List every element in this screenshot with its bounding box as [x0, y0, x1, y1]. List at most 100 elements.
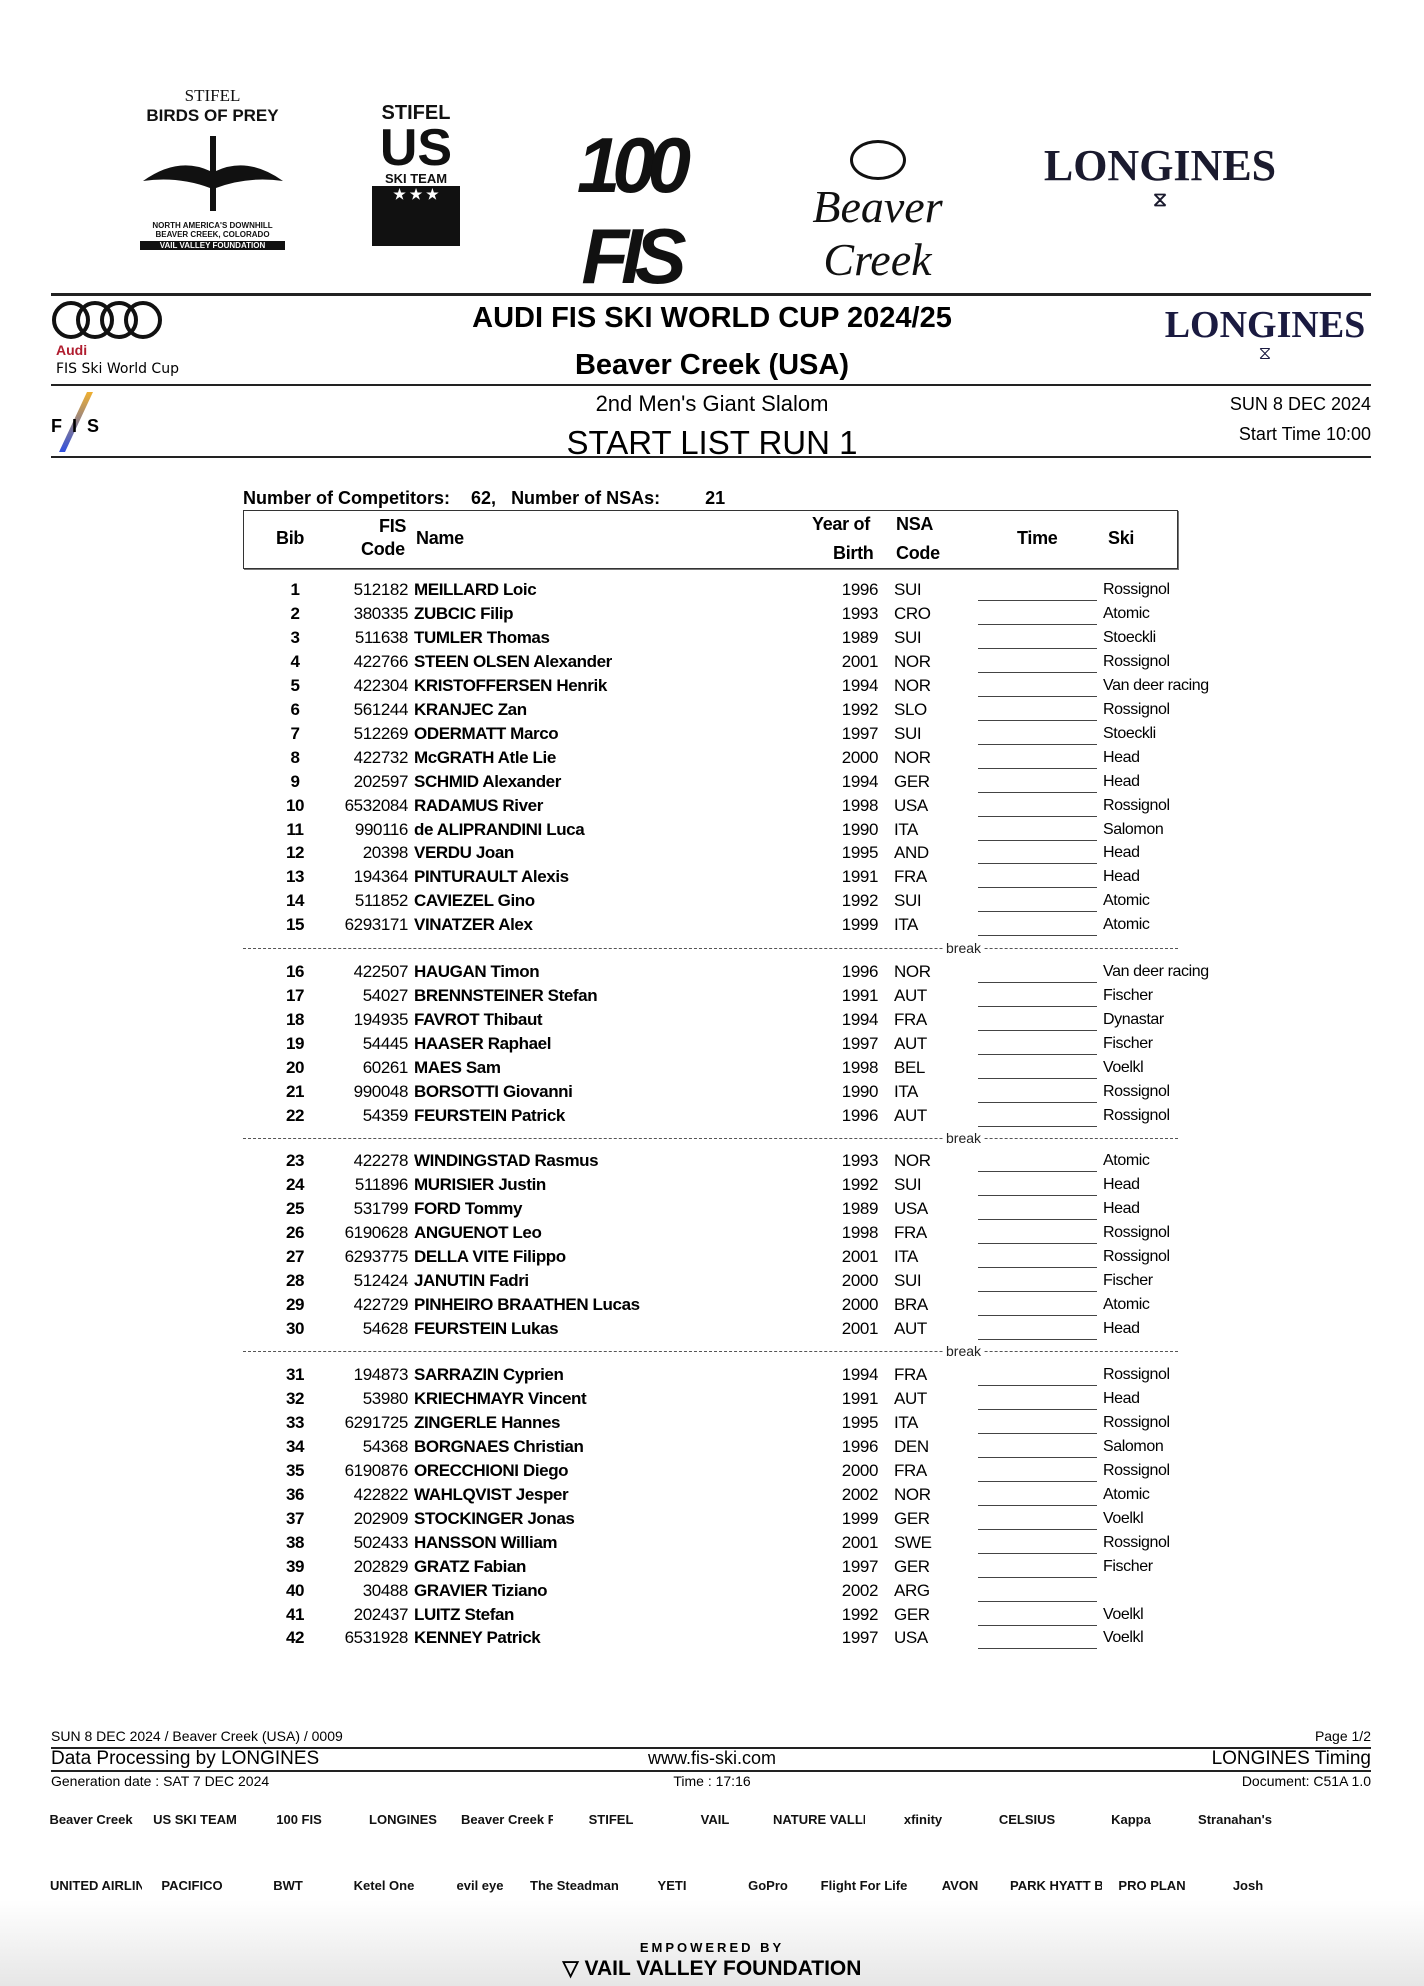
name-cell: ODERMATT Marco [414, 723, 559, 743]
fis-code-cell: 60261 [362, 1057, 409, 1077]
table-row: 12 20398 VERDU Joan 1995 AND Head [0, 843, 1424, 877]
time-blank-line [978, 1504, 1097, 1506]
header-rule-top [51, 293, 1371, 296]
ski-brand-cell: Rossignol [1103, 1082, 1170, 1100]
nsa-code-cell: FRA [894, 867, 927, 887]
ski-brand-cell: Atomic [1103, 892, 1150, 910]
header-fis-2: Code [361, 539, 405, 559]
logo-text: STIFEL [184, 86, 241, 105]
fis-code-cell: 512182 [353, 580, 409, 599]
name-cell: WINDINGSTAD Rasmus [414, 1151, 599, 1170]
time-blank-line [978, 1194, 1097, 1196]
table-row: 24 511896 MURISIER Justin 1992 SUI Head [0, 1175, 1424, 1209]
ski-brand-cell: Fischer [1103, 1034, 1153, 1052]
fis-code-cell: 422507 [353, 962, 409, 981]
competitors-value: 62, [471, 488, 497, 508]
table-row: 33 6291725 ZINGERLE Hannes 1995 ITA Rossignol [0, 1413, 1424, 1447]
bib-cell: 10 [285, 795, 305, 815]
sponsor-logo: Josh [1232, 1878, 1264, 1893]
nsas-label: Number of NSAs: [511, 488, 661, 508]
nsa-code-cell: AUT [894, 1318, 927, 1338]
year-of-birth-cell: 1992 [841, 699, 879, 719]
ski-brand-cell: Head [1103, 1175, 1140, 1193]
name-cell: BORSOTTI Giovanni [414, 1081, 573, 1101]
table-row: 22 54359 FEURSTEIN Patrick 1996 AUT Rossignol [0, 1106, 1424, 1140]
ski-brand-cell: Fischer [1103, 986, 1153, 1004]
nsa-code-cell: SUI [894, 580, 922, 599]
time-blank-line [978, 647, 1097, 649]
name-cell: ZINGERLE Hannes [414, 1412, 561, 1432]
table-row: 16 422507 HAUGAN Timon 1996 NOR Van deer raci… [0, 962, 1424, 996]
bib-cell: 3 [290, 627, 300, 647]
sponsor-logo: Flight For Life [820, 1878, 908, 1893]
name-cell: RADAMUS River [414, 795, 543, 815]
fis-code-cell: 6293775 [344, 1246, 409, 1266]
time-blank-line [978, 1338, 1097, 1340]
bib-cell: 39 [285, 1556, 305, 1576]
sponsor-logo: LONGINES [369, 1812, 437, 1827]
bib-cell: 18 [285, 1009, 305, 1029]
time-blank-line [978, 1456, 1097, 1458]
birds-of-prey-logo: STIFEL BIRDS OF PREY NORTH AMERICA'S DOW… [135, 86, 290, 252]
sponsor-logo: Stranahan's [1198, 1812, 1272, 1827]
table-row: 9 202597 SCHMID Alexander 1994 GER Head [0, 772, 1424, 806]
name-cell: ZUBCIC Filip [414, 603, 514, 623]
year-of-birth-cell: 2000 [841, 747, 879, 767]
sponsor-logo: UNITED AIRLINES [50, 1878, 142, 1893]
fis-code-cell: 512269 [353, 723, 409, 743]
ski-brand-cell: Rossignol [1103, 1413, 1170, 1431]
time-blank-line [978, 1053, 1097, 1055]
name-cell: FORD Tommy [414, 1198, 523, 1218]
fis-logo: FIS [51, 392, 121, 454]
table-row: 5 422304 KRISTOFFERSEN Henrik 1994 NOR Van de… [0, 676, 1424, 710]
bib-cell: 31 [285, 1365, 305, 1384]
name-cell: STOCKINGER Jonas [414, 1508, 575, 1528]
time-blank-line [978, 719, 1097, 721]
fis-code-cell: 54359 [362, 1105, 409, 1125]
logo-text: LONGINES [1164, 304, 1366, 346]
name-cell: KRANJEC Zan [414, 699, 527, 719]
time-blank-line [978, 1552, 1097, 1554]
time-blank-line [978, 1576, 1097, 1578]
time-blank-line [978, 1125, 1097, 1127]
time-blank-line [978, 887, 1097, 889]
fis-code-cell: 531799 [353, 1198, 409, 1218]
bib-cell: 4 [290, 651, 300, 671]
year-of-birth-cell: 1996 [841, 962, 879, 981]
header-yob-1: Year of [812, 514, 870, 534]
header-rule-bottom [51, 456, 1371, 458]
bib-cell: 8 [290, 747, 300, 767]
name-cell: GRATZ Fabian [414, 1556, 526, 1576]
bib-cell: 16 [285, 962, 305, 981]
nsa-code-cell: GER [894, 771, 930, 791]
nsa-code-cell: FRA [894, 1009, 927, 1029]
logo-text: SKI TEAM [384, 171, 448, 186]
name-cell: GRAVIER Tiziano [414, 1580, 548, 1600]
fis-code-cell: 194935 [353, 1009, 409, 1029]
time-blank-line [978, 1600, 1097, 1602]
bib-cell: 13 [285, 867, 305, 887]
fis-code-cell: 194364 [353, 867, 409, 887]
break-divider: break [243, 1343, 1178, 1359]
fis-code-cell: 511896 [354, 1174, 408, 1194]
name-cell: de ALIPRANDINI Luca [414, 819, 585, 839]
ski-brand-cell: Atomic [1103, 1295, 1150, 1313]
sponsor-logo: AVON [941, 1878, 979, 1893]
footer-website[interactable]: www.fis-ski.com [647, 1748, 776, 1768]
bib-cell: 22 [285, 1105, 305, 1125]
nsa-code-cell: SLO [894, 699, 927, 719]
nsa-code-cell: GER [894, 1604, 930, 1624]
fis-code-cell: 20398 [362, 843, 409, 863]
bib-cell: 35 [285, 1460, 305, 1480]
table-row: 30 54628 FEURSTEIN Lukas 2001 AUT Head [0, 1319, 1424, 1353]
bib-cell: 24 [285, 1174, 305, 1194]
logo-text: BEAVER CREEK, COLORADO [155, 230, 270, 239]
nsa-code-cell: BEL [894, 1057, 925, 1077]
fis-code-cell: 511852 [354, 891, 408, 911]
name-cell: SCHMID Alexander [414, 771, 561, 791]
year-of-birth-cell: 1995 [841, 843, 879, 863]
time-blank-line [978, 1242, 1097, 1244]
header-nsa-2: Code [896, 543, 940, 563]
ski-brand-cell: Dynastar [1103, 1010, 1164, 1028]
year-of-birth-cell: 1995 [841, 1412, 879, 1432]
